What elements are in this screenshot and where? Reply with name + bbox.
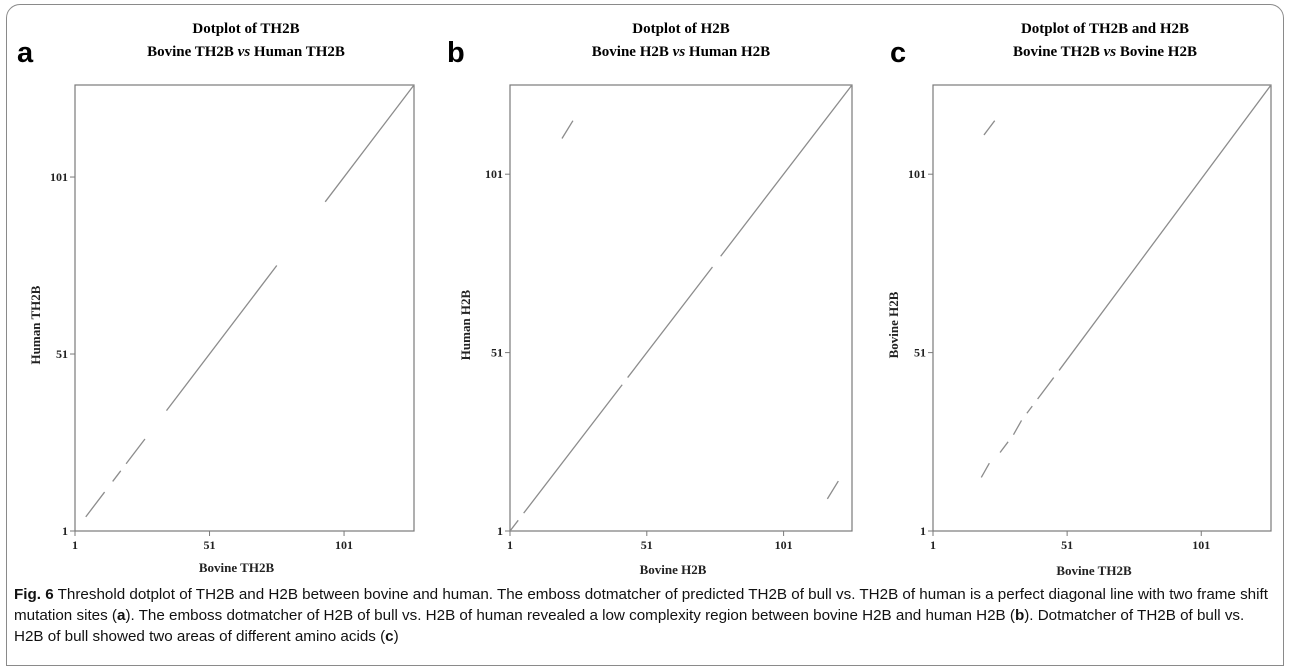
x-axis-label: Bovine H2B: [640, 562, 707, 577]
x-tick-label: 101: [335, 538, 353, 552]
panel-title: Dotplot of TH2B: [192, 21, 299, 37]
y-tick-label: 101: [50, 170, 68, 184]
match-segment: [112, 470, 122, 482]
match-segment: [627, 266, 713, 378]
x-tick-label: 101: [1192, 538, 1210, 552]
figure-frame: [6, 4, 1284, 666]
x-tick-label: 1: [930, 538, 936, 552]
panel-letter: c: [890, 37, 906, 69]
y-tick-label: 1: [920, 524, 926, 538]
panel-subtitle: Bovine TH2B vs Human TH2B: [147, 44, 345, 60]
x-axis-label: Bovine TH2B: [199, 560, 275, 575]
match-segment: [1012, 420, 1023, 435]
match-segment: [999, 441, 1009, 453]
match-segment: [1037, 377, 1055, 400]
y-tick-label: 51: [56, 347, 68, 361]
match-segment: [826, 480, 839, 500]
figure-caption: Fig. 6 Threshold dotplot of TH2B and H2B…: [14, 584, 1276, 647]
x-tick-label: 101: [775, 538, 793, 552]
y-axis-label: Bovine H2B: [886, 291, 901, 358]
caption-panel-ref: b: [1014, 607, 1025, 624]
x-tick-label: 51: [641, 538, 653, 552]
caption-text: ): [393, 628, 399, 645]
caption-label: Fig. 6: [14, 586, 54, 603]
match-segment: [324, 84, 415, 203]
dotplot-panel-a: a Dotplot of TH2B Bovine TH2B vs Human TH2…: [17, 21, 415, 575]
panel-letter: b: [447, 37, 465, 69]
x-tick-label: 51: [1061, 538, 1073, 552]
panel-title: Dotplot of TH2B and H2B: [1021, 21, 1189, 37]
caption-text: ). Dotmatcher of TH2B of bull vs. H2B of…: [14, 607, 1245, 645]
caption-text: ). The emboss dotmatcher of H2B of bull …: [125, 607, 1015, 624]
plot-area: [74, 84, 415, 532]
y-tick-label: 51: [914, 346, 926, 360]
plot-area: [932, 84, 1272, 532]
match-segment: [523, 384, 623, 514]
match-segment: [85, 491, 106, 518]
panel-subtitle: Bovine H2B vs Human H2B: [592, 44, 770, 60]
y-tick-label: 101: [485, 167, 503, 181]
match-segment: [980, 462, 990, 478]
match-segment: [1026, 405, 1033, 414]
match-segment: [720, 84, 853, 257]
y-axis-label: Human TH2B: [28, 285, 43, 364]
x-tick-label: 51: [204, 538, 216, 552]
y-axis-label: Human H2B: [458, 289, 473, 360]
x-tick-label: 1: [507, 538, 513, 552]
y-tick-label: 101: [908, 167, 926, 181]
match-segment: [1058, 84, 1272, 371]
panel-subtitle: Bovine TH2B vs Bovine H2B: [1013, 44, 1197, 60]
caption-text: Threshold dotplot of TH2B and H2B betwee…: [14, 586, 1268, 624]
dotplot-panel-c: c Dotplot of TH2B and H2B Bovine TH2B vs B…: [886, 21, 1272, 578]
dotplot-panels: a Dotplot of TH2B Bovine TH2B vs Human TH2…: [17, 21, 1272, 578]
y-tick-label: 1: [62, 524, 68, 538]
match-segment: [983, 120, 996, 136]
match-segment: [561, 120, 574, 139]
match-segment: [509, 519, 519, 532]
dotplot-panel-b: b Dotplot of H2B Bovine H2B vs Human H2B 1 5…: [447, 21, 853, 577]
match-segment: [125, 438, 146, 465]
plot-area: [509, 84, 853, 532]
panel-title: Dotplot of H2B: [632, 21, 730, 37]
match-segment: [165, 265, 278, 412]
panel-letter: a: [17, 37, 34, 69]
caption-panel-ref: a: [116, 607, 126, 624]
x-axis-label: Bovine TH2B: [1056, 563, 1132, 578]
y-tick-label: 1: [497, 524, 503, 538]
x-tick-label: 1: [72, 538, 78, 552]
y-tick-label: 51: [491, 346, 503, 360]
caption-panel-ref: c: [385, 628, 394, 645]
